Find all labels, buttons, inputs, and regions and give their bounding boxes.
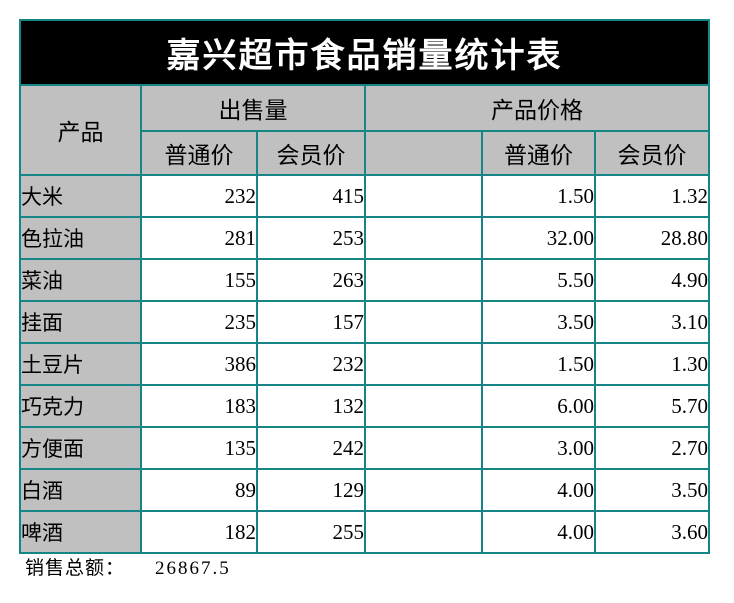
header-price-group-cell[interactable]: 产品价格 <box>363 84 711 132</box>
table-row: 啤酒 182 255 4.00 3.60 <box>19 510 711 554</box>
qty-member-cell[interactable]: 242 <box>256 426 366 470</box>
product-cell[interactable]: 啤酒 <box>19 510 142 554</box>
price-normal-cell[interactable]: 5.50 <box>481 258 596 302</box>
blank-cell[interactable] <box>364 258 483 302</box>
qty-normal-cell[interactable]: 183 <box>140 384 258 428</box>
total-label[interactable]: 销售总额： <box>25 558 126 579</box>
price-normal-cell[interactable]: 4.00 <box>481 510 596 554</box>
table-row: 菜油 155 263 5.50 4.90 <box>19 258 711 302</box>
product-cell[interactable]: 色拉油 <box>19 216 142 260</box>
price-member-cell[interactable]: 3.10 <box>593 300 711 344</box>
qty-normal-cell[interactable]: 386 <box>140 342 258 386</box>
product-cell[interactable]: 白酒 <box>19 468 142 512</box>
blank-cell[interactable] <box>364 174 483 218</box>
blank-cell[interactable] <box>364 510 483 554</box>
qty-normal-cell[interactable]: 235 <box>140 300 258 344</box>
table-row: 方便面 135 242 3.00 2.70 <box>19 426 711 470</box>
header-qty-normal-cell[interactable]: 普通价 <box>140 130 258 176</box>
table-title: 嘉兴超市食品销量统计表 <box>18 19 711 86</box>
header-blank-cell[interactable] <box>364 130 483 176</box>
qty-member-cell[interactable]: 157 <box>256 300 366 344</box>
table-row: 大米 232 415 1.50 1.32 <box>19 174 711 218</box>
qty-normal-cell[interactable]: 135 <box>140 426 258 470</box>
qty-member-cell[interactable]: 232 <box>256 342 366 386</box>
product-cell[interactable]: 土豆片 <box>19 342 142 386</box>
blank-cell[interactable] <box>364 426 483 470</box>
price-normal-cell[interactable]: 3.00 <box>481 426 596 470</box>
product-cell[interactable]: 巧克力 <box>19 384 142 428</box>
price-normal-cell[interactable]: 32.00 <box>481 216 596 260</box>
price-member-cell[interactable]: 2.70 <box>593 426 711 470</box>
price-member-cell[interactable]: 5.70 <box>593 384 711 428</box>
qty-normal-cell[interactable]: 182 <box>140 510 258 554</box>
price-member-cell[interactable]: 3.50 <box>593 468 711 512</box>
qty-member-cell[interactable]: 132 <box>256 384 366 428</box>
product-cell[interactable]: 方便面 <box>19 426 142 470</box>
qty-member-cell[interactable]: 129 <box>256 468 366 512</box>
header-price-member-cell[interactable]: 会员价 <box>593 130 711 176</box>
qty-normal-cell[interactable]: 281 <box>140 216 258 260</box>
price-normal-cell[interactable]: 6.00 <box>481 384 596 428</box>
total-value[interactable]: 26867.5 <box>155 558 231 579</box>
table-row: 色拉油 281 253 32.00 28.80 <box>19 216 711 260</box>
price-member-cell[interactable]: 1.32 <box>593 174 711 218</box>
blank-cell[interactable] <box>364 384 483 428</box>
product-cell[interactable]: 菜油 <box>19 258 142 302</box>
blank-cell[interactable] <box>364 216 483 260</box>
table-row: 挂面 235 157 3.50 3.10 <box>19 300 711 344</box>
qty-normal-cell[interactable]: 232 <box>140 174 258 218</box>
price-member-cell[interactable]: 1.30 <box>593 342 711 386</box>
price-normal-cell[interactable]: 1.50 <box>481 342 596 386</box>
header-sales-group-cell[interactable]: 出售量 <box>140 84 366 132</box>
header-sub-row: 普通价 会员价 普通价 会员价 <box>20 130 711 176</box>
price-member-cell[interactable]: 3.60 <box>593 510 711 554</box>
price-normal-cell[interactable]: 1.50 <box>481 174 596 218</box>
qty-member-cell[interactable]: 253 <box>256 216 366 260</box>
title-row: 嘉兴超市食品销量统计表 <box>18 19 711 86</box>
header-price-normal-cell[interactable]: 普通价 <box>481 130 596 176</box>
table-row: 土豆片 386 232 1.50 1.30 <box>19 342 711 386</box>
header-qty-member-cell[interactable]: 会员价 <box>256 130 366 176</box>
qty-normal-cell[interactable]: 89 <box>140 468 258 512</box>
price-member-cell[interactable]: 4.90 <box>593 258 711 302</box>
total-line: 销售总额： 26867.5 <box>25 553 231 580</box>
table-row: 白酒 89 129 4.00 3.50 <box>19 468 711 512</box>
header-group-row: 产品 出售量 产品价格 <box>19 84 711 176</box>
header-product-cell[interactable]: 产品 <box>19 84 142 176</box>
price-normal-cell[interactable]: 3.50 <box>481 300 596 344</box>
qty-member-cell[interactable]: 415 <box>256 174 366 218</box>
qty-member-cell[interactable]: 255 <box>256 510 366 554</box>
table-row: 巧克力 183 132 6.00 5.70 <box>19 384 711 428</box>
qty-member-cell[interactable]: 263 <box>256 258 366 302</box>
price-normal-cell[interactable]: 4.00 <box>481 468 596 512</box>
qty-normal-cell[interactable]: 155 <box>140 258 258 302</box>
product-cell[interactable]: 大米 <box>19 174 142 218</box>
blank-cell[interactable] <box>364 342 483 386</box>
product-cell[interactable]: 挂面 <box>19 300 142 344</box>
blank-cell[interactable] <box>364 300 483 344</box>
sales-table: 嘉兴超市食品销量统计表 产品 出售量 产品价格 普通价 会员价 普通价 会员价 … <box>18 19 711 554</box>
blank-cell[interactable] <box>364 468 483 512</box>
price-member-cell[interactable]: 28.80 <box>593 216 711 260</box>
